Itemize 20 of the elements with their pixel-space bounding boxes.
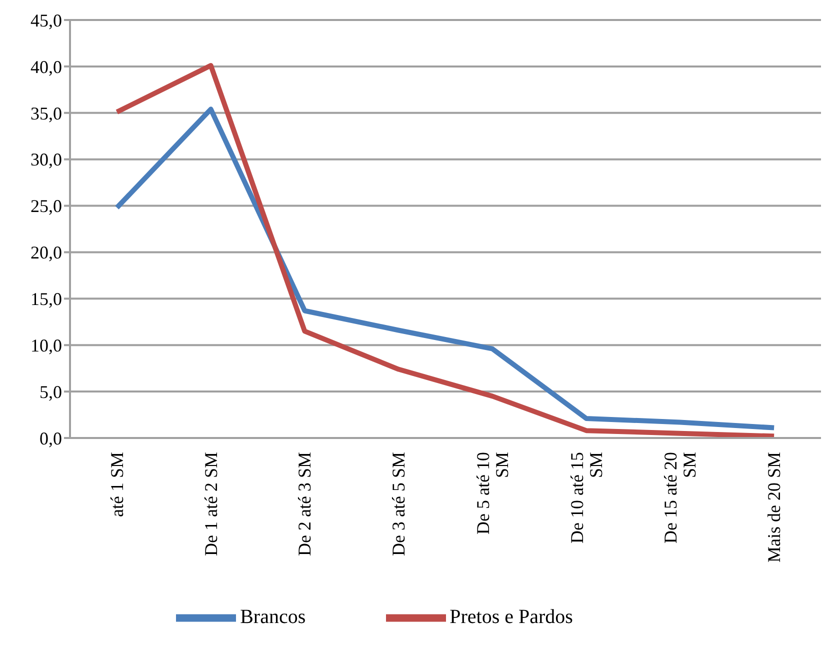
x-tick-label: De 5 até 10 SM — [472, 452, 512, 534]
x-tick-label: Mais de 20 SM — [764, 452, 784, 563]
x-tick-label: De 2 até 3 SM — [294, 452, 315, 556]
x-tick-label: até 1 SM — [106, 452, 127, 517]
x-tick-label: De 3 até 5 SM — [388, 452, 409, 556]
y-tick-label: 0,0 — [40, 428, 62, 448]
legend-label: Pretos e Pardos — [450, 606, 573, 628]
y-tick-label: 45,0 — [30, 10, 62, 30]
y-tick-label: 35,0 — [30, 103, 62, 124]
y-tick-label: 30,0 — [30, 150, 62, 170]
y-tick-label: 5,0 — [40, 382, 62, 402]
y-tick-label: 20,0 — [30, 242, 62, 263]
y-tick-label: 10,0 — [30, 336, 62, 356]
x-tick-label: De 15 até 20 SM — [660, 452, 700, 544]
y-tick-label: 25,0 — [30, 196, 62, 216]
legend-label: Brancos — [240, 606, 306, 628]
x-tick-label: De 10 até 15 SM — [566, 452, 606, 544]
y-tick-label: 40,0 — [30, 56, 62, 77]
y-tick-label: 15,0 — [30, 289, 62, 310]
x-tick-label: De 1 até 2 SM — [200, 452, 221, 556]
